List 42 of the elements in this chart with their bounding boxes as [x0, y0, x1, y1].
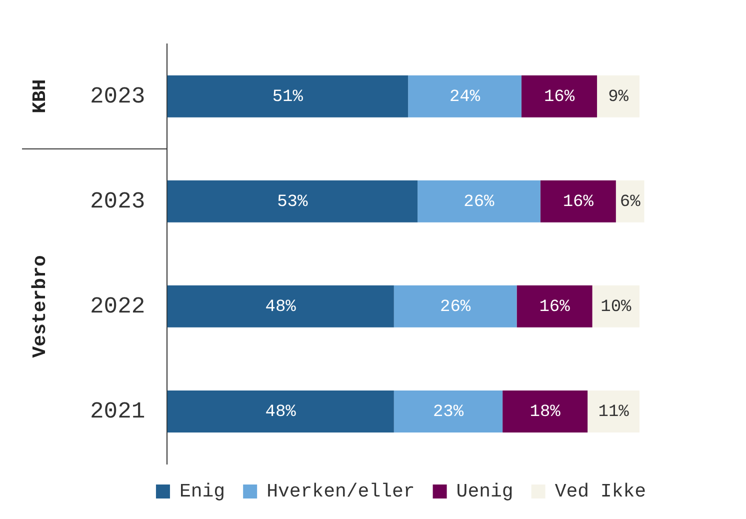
- y-tick-label: 2021: [90, 398, 146, 425]
- data-label: 6%: [620, 192, 642, 212]
- text: KBH: [28, 79, 51, 114]
- bar: [588, 390, 640, 432]
- bar: [394, 285, 517, 328]
- bar: [592, 285, 640, 328]
- bar: [408, 75, 522, 118]
- bar: [597, 75, 640, 118]
- bar: [394, 390, 503, 432]
- legend-label: Ved Ikke: [554, 480, 646, 503]
- bar: [540, 180, 616, 222]
- bar: [516, 285, 592, 328]
- data-label: 53%: [277, 192, 308, 212]
- data-label: 23%: [432, 402, 464, 422]
- bar: [502, 390, 588, 432]
- data-label: 10%: [600, 298, 632, 317]
- legend-label: Hverken/eller: [266, 480, 415, 503]
- bar: [167, 180, 418, 222]
- data-label: 18%: [530, 402, 562, 422]
- text: Vesterbro: [28, 255, 51, 358]
- data-label: 16%: [539, 298, 571, 317]
- bar: [167, 75, 408, 118]
- data-label: 11%: [598, 402, 630, 422]
- data-label: 48%: [265, 402, 297, 422]
- bar: [418, 180, 540, 222]
- data-label: 51%: [272, 88, 304, 107]
- data-label: 48%: [265, 298, 297, 317]
- data-label: 16%: [562, 192, 594, 212]
- data-label: 26%: [464, 192, 496, 212]
- data-label: 26%: [440, 298, 472, 317]
- legend-label: Uenig: [456, 480, 514, 503]
- bar: [167, 285, 394, 328]
- bar: [616, 180, 644, 222]
- legend-label: Enig: [179, 480, 226, 503]
- data-label: 24%: [449, 88, 481, 107]
- data-label: 9%: [608, 88, 630, 107]
- data-label: 16%: [544, 88, 576, 107]
- y-tick-label: 2022: [90, 294, 146, 320]
- y-tick-label: 2023: [90, 83, 146, 110]
- bar: [521, 75, 598, 118]
- bar: [167, 390, 394, 432]
- y-tick-label: 2023: [90, 188, 146, 214]
